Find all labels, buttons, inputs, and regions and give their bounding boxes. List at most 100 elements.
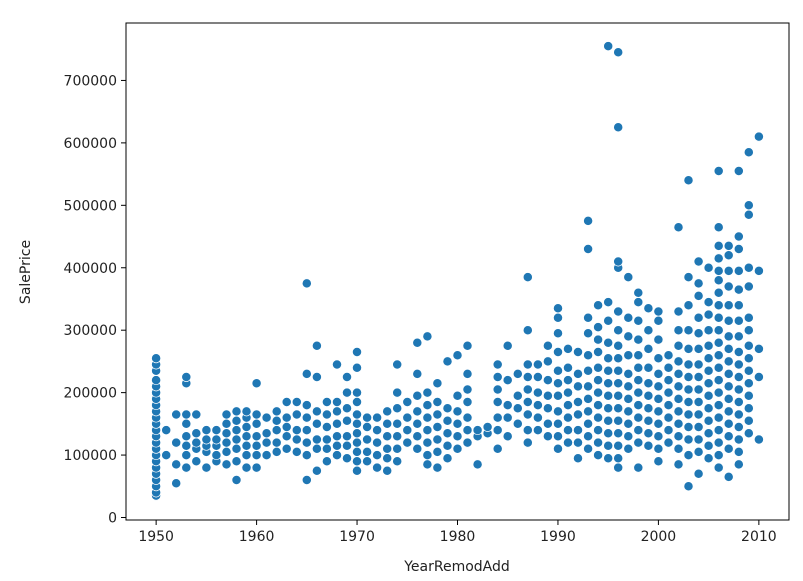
data-point [492,397,503,407]
data-point [633,350,644,361]
data-point [161,450,172,461]
data-point [653,431,664,442]
data-point [301,437,312,448]
data-point [723,406,734,417]
data-point [663,437,674,448]
y-axis-ticks: 0 100000 200000 300000 400000 500000 600000 700… [64,73,126,527]
data-point [251,462,262,473]
data-point [603,415,614,426]
data-point [653,306,664,317]
data-point [301,450,312,461]
data-point [402,397,413,407]
data-point [693,278,704,289]
data-point [703,309,714,320]
data-point [171,409,182,420]
data-point [241,462,252,473]
data-point [573,453,583,464]
data-point [643,415,654,426]
data-point [522,437,533,448]
data-point [352,397,362,407]
y-tick-label: 100000 [64,448,117,464]
data-point [362,434,373,445]
data-point [392,418,403,429]
data-point [522,372,533,382]
data-point [723,368,734,379]
data-point [342,403,352,414]
data-point [352,347,362,357]
data-point [221,428,232,439]
data-point [342,372,352,382]
data-point [693,384,704,395]
data-point [673,381,684,392]
data-point [583,328,594,339]
data-point [593,425,604,436]
data-point [492,359,503,370]
data-point [492,384,503,395]
data-point [713,412,724,423]
data-point [382,465,393,476]
data-point [613,453,624,464]
data-point [442,356,453,367]
data-point [422,331,433,342]
data-point [402,425,413,436]
data-point [623,406,634,417]
data-point [693,343,704,354]
data-point [181,409,192,420]
data-point [542,340,553,351]
data-point [332,440,342,451]
data-point [332,450,342,461]
data-point [251,450,262,461]
data-point [432,422,443,432]
data-point [643,362,654,373]
data-point [422,450,433,461]
data-point [683,272,694,283]
x-tick-label: 1980 [440,529,476,545]
data-point [261,450,272,461]
data-point [522,359,533,370]
data-point [713,253,724,264]
data-point [633,400,644,411]
data-point [713,265,724,276]
data-point [553,328,563,339]
data-point [653,393,664,404]
data-point [613,365,624,376]
data-point [442,415,453,426]
data-point [221,409,232,420]
data-point [532,359,543,370]
data-point [683,481,694,492]
data-point [362,412,373,423]
data-point [522,325,533,336]
data-point [733,372,744,382]
data-point [723,343,734,354]
data-point [502,340,513,351]
data-point [352,437,362,448]
data-point [703,297,714,308]
data-point [542,431,553,442]
y-tick-label: 400000 [64,261,117,277]
data-point [301,368,312,379]
data-point [593,387,604,398]
data-point [372,412,383,423]
data-point [713,400,724,411]
data-point [713,425,724,436]
data-point [532,412,543,423]
data-point [321,443,332,454]
data-point [743,365,754,376]
data-point [673,368,684,379]
data-point [553,347,563,357]
data-point [613,403,624,414]
data-point [412,368,423,379]
data-point [321,456,332,467]
data-point [573,368,583,379]
data-point [472,459,483,470]
data-point [553,431,563,442]
data-point [703,403,714,414]
data-point [231,425,242,436]
data-point [271,406,282,417]
data-point [733,315,744,326]
data-point [563,343,573,354]
data-point [422,387,433,398]
data-point [743,415,754,426]
data-point [723,240,734,251]
data-point [382,453,393,464]
